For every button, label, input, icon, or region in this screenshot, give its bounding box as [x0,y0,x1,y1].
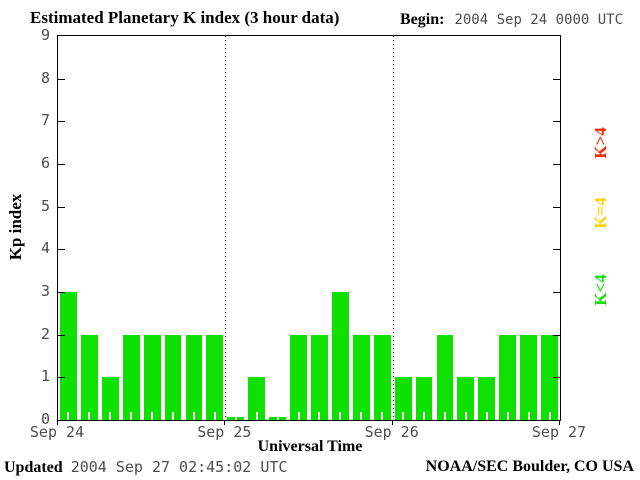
kp-bar [436,335,454,420]
chart-title: Estimated Planetary K index (3 hour data… [30,8,340,27]
y-tick-label: 0 [40,410,50,428]
kp-bar [415,377,433,420]
x-major-tick [57,420,58,425]
y-tick-label: 7 [40,111,50,130]
begin-label: Begin: [400,11,445,28]
begin-datetime: 2004 Sep 24 0000 UTC [454,12,624,28]
x-minor-tick [318,412,321,420]
kp-bar [311,335,328,420]
kp-bar [394,377,412,420]
x-minor-tick [360,412,363,420]
x-minor-tick [151,412,154,420]
x-day-label: Sep 25 [197,423,252,441]
y-tick-left [58,78,65,80]
kp-bar [290,335,307,420]
day-boundary-gridline [392,36,394,420]
y-tick-label: 1 [40,367,50,386]
y-tick-right [553,78,560,80]
legend-k-lt-4: K<4 [591,274,610,306]
y-tick-right [553,292,560,293]
x-minor-tick [297,412,300,420]
x-minor-tick [485,412,488,420]
kp-bar [331,292,349,420]
x-minor-tick [234,412,237,420]
kp-bar [80,335,98,420]
kp-bar [499,335,517,420]
kp-bar [520,335,538,420]
x-minor-tick [192,412,195,420]
x-minor-tick [88,412,91,420]
y-tick-right [553,334,560,336]
kp-bar [541,335,558,420]
y-tick-right [553,206,560,208]
x-minor-tick [130,412,133,420]
plot-frame [57,35,561,421]
kp-bar [478,377,496,420]
y-tick-right [553,249,560,251]
y-tick-left [58,121,65,123]
x-minor-tick [339,412,342,420]
kp-bar [164,335,182,420]
x-minor-tick [527,412,530,420]
x-day-label: Sep 24 [29,423,85,441]
kp-bar [122,335,140,420]
updated-label: Updated [4,459,63,476]
y-tick-label: 8 [40,68,50,87]
legend-k-gt-4: K>4 [591,127,610,159]
y-tick-left [58,249,65,251]
y-tick-label: 4 [40,239,50,258]
y-tick-label: 2 [40,324,50,343]
x-minor-tick [381,412,384,420]
credit-text: NOAA/SEC Boulder, CO USA [425,458,634,475]
day-boundary-gridline [225,36,227,420]
plot-area [58,36,560,420]
x-major-tick [391,420,393,425]
x-minor-tick [67,412,70,420]
x-minor-tick [506,412,509,420]
kp-bar [60,292,77,420]
y-tick-left [58,292,65,293]
x-minor-tick [464,412,467,420]
y-tick-label: 6 [40,154,50,172]
y-tick-label: 3 [40,282,50,300]
kp-bar [248,377,266,420]
legend-k-eq-4: K=4 [591,197,610,229]
y-tick-label: 9 [40,26,50,44]
x-day-label: Sep 27 [531,423,587,441]
x-minor-tick [109,412,112,420]
kp-bar [457,377,475,420]
x-minor-tick [423,412,426,420]
y-tick-left [58,377,65,379]
x-minor-tick [276,412,279,420]
y-tick-left [58,164,65,165]
x-minor-tick [172,412,175,420]
y-tick-right [553,164,560,165]
kp-bar [206,335,224,420]
kp-bar [101,377,119,420]
x-minor-tick [548,412,551,420]
x-major-tick [559,420,560,425]
x-axis-title: Universal Time [257,438,363,455]
x-major-tick [224,420,226,425]
begin-row: Begin: 2004 Sep 24 0000 UTC [400,11,623,29]
updated-datetime: 2004 Sep 27 02:45:02 UTC [70,458,288,476]
x-minor-tick [443,412,446,420]
x-minor-tick [213,412,216,420]
x-minor-tick [402,412,405,420]
y-tick-right [553,377,560,379]
y-tick-right [553,121,560,123]
y-tick-label: 5 [40,196,50,215]
kp-bar [373,335,391,420]
x-minor-tick [255,412,258,420]
x-day-label: Sep 26 [364,423,419,441]
updated-row: Updated 2004 Sep 27 02:45:02 UTC [4,458,287,477]
y-tick-left [58,334,65,336]
kp-bar [185,335,203,420]
kp-bar [352,335,370,420]
y-axis-title: Kp index [6,193,25,261]
y-tick-left [58,206,65,208]
kp-bar [143,335,161,420]
